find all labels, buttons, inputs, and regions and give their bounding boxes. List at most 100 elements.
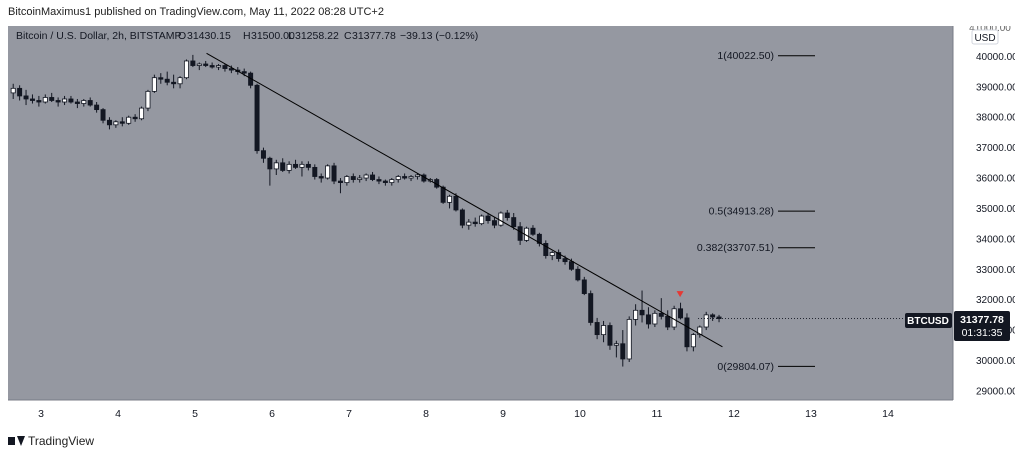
candle: [517, 222, 523, 245]
price-tick-label: 40000.00: [976, 52, 1015, 63]
price-tick-label: 37000.00: [976, 143, 1015, 154]
candle-body: [530, 227, 536, 235]
candle: [459, 208, 465, 229]
price-tick-label: 29000.00: [976, 386, 1015, 397]
candle: [17, 85, 23, 101]
ohlc-readout: O 31430.15 H 31500.00 L 31258.22 C 31377…: [178, 30, 478, 42]
fib-level-label: 0.382(33707.51): [697, 242, 774, 254]
candle-body: [260, 150, 266, 159]
candle-body: [55, 100, 61, 103]
price-tick-label: 36000.00: [976, 174, 1015, 185]
candle-body: [293, 163, 299, 168]
candle-body: [177, 77, 183, 85]
candle-body: [305, 163, 311, 168]
candle: [536, 232, 542, 247]
candle-body: [49, 97, 55, 101]
price-tick-label: 34000.00: [976, 234, 1015, 245]
candle: [100, 108, 106, 124]
time-tick-label: 10: [574, 408, 586, 420]
candle-body: [549, 252, 555, 256]
candle: [222, 64, 228, 72]
close-value: 31377.78: [352, 30, 396, 42]
fib-level-label: 0.5(34913.28): [709, 206, 774, 218]
candle: [613, 340, 619, 358]
candle-body: [626, 319, 632, 360]
candle: [665, 310, 671, 331]
candle-body: [447, 195, 453, 203]
candle: [49, 92, 55, 103]
candle-body: [408, 176, 414, 179]
candle: [132, 114, 138, 122]
candle-body: [536, 233, 542, 244]
currency-label: USD: [974, 33, 995, 44]
time-axis[interactable]: 3 4 5 6 7 8 9 10 11 12 13 14: [8, 399, 953, 420]
candle: [280, 158, 286, 172]
candle: [318, 173, 324, 183]
candle-body: [94, 104, 100, 111]
last-price-tag[interactable]: BTCUSD 31377.78 01:31:35: [905, 311, 1010, 341]
candle: [126, 115, 132, 125]
price-axis[interactable]: 29000.0030000.0031000.0032000.0033000.00…: [952, 26, 1018, 400]
candle: [10, 83, 16, 99]
candle-body: [556, 252, 562, 260]
candle-body: [81, 100, 87, 104]
candle-body: [100, 109, 106, 121]
candle-body: [710, 314, 716, 318]
candle: [440, 185, 446, 204]
candle: [453, 193, 459, 212]
chart-area[interactable]: 29000.0030000.0031000.0032000.0033000.00…: [8, 23, 1018, 426]
candle-body: [36, 100, 42, 103]
price-chart[interactable]: 29000.0030000.0031000.0032000.0033000.00…: [8, 23, 1018, 426]
candle-body: [370, 174, 376, 180]
candle: [690, 333, 696, 352]
open-label: O: [178, 30, 186, 42]
candle: [228, 65, 234, 74]
candle: [581, 276, 587, 296]
candle-body: [139, 107, 145, 120]
candle-body: [363, 174, 369, 179]
candle-body: [350, 176, 356, 180]
candle: [697, 325, 703, 338]
candle: [325, 164, 331, 180]
candle: [260, 147, 266, 163]
candle-body: [697, 326, 703, 336]
candle-body: [678, 308, 684, 319]
candle-body: [479, 215, 485, 225]
candle: [575, 266, 581, 282]
candle: [216, 64, 222, 71]
candle: [68, 95, 74, 104]
price-tick-label: 35000.00: [976, 204, 1015, 215]
candle-body: [607, 325, 613, 346]
candle: [106, 117, 112, 130]
time-tick-label: 7: [346, 408, 352, 420]
bar-countdown: 01:31:35: [962, 327, 1003, 339]
publish-header: BitcoinMaximus1 published on TradingView…: [8, 6, 384, 18]
candle: [370, 171, 376, 182]
candle: [402, 173, 408, 180]
candle: [331, 162, 337, 185]
candle-body: [645, 314, 651, 325]
candle: [94, 102, 100, 113]
candle-body: [312, 166, 318, 177]
candle-body: [414, 174, 420, 177]
close-label: C: [344, 30, 352, 42]
candle-body: [119, 121, 125, 124]
candle-body: [132, 116, 138, 120]
candle: [447, 194, 453, 209]
candle: [305, 161, 311, 171]
time-tick-label: 8: [423, 408, 429, 420]
time-tick-label: 13: [805, 408, 817, 420]
candle-body: [209, 65, 215, 68]
candle: [504, 209, 510, 221]
candle-body: [254, 84, 260, 152]
candle-body: [126, 116, 132, 124]
candle-body: [703, 314, 709, 328]
currency-badge[interactable]: [971, 29, 999, 45]
candle: [556, 249, 562, 262]
candle: [286, 161, 292, 174]
candle: [620, 330, 626, 367]
candle: [62, 95, 68, 106]
candle-body: [42, 97, 48, 103]
candle-body: [581, 279, 587, 294]
candle-body: [485, 215, 491, 222]
